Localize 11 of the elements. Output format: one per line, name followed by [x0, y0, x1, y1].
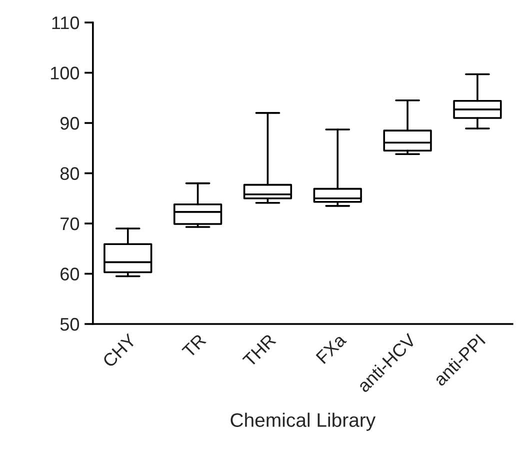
y-tick-label: 50	[60, 318, 80, 331]
y-tick-label: 90	[60, 116, 80, 130]
y-tick-label: 60	[60, 268, 80, 280]
y-tick-label: 80	[60, 167, 80, 180]
y-tick-label: 100	[50, 66, 80, 80]
x-tick-label: FXa	[316, 332, 348, 364]
x-tick-label: TR	[182, 333, 206, 358]
y-tick-label: 70	[60, 217, 80, 230]
y-tick-label: 110	[52, 16, 80, 30]
x-axis-title: Chemical Library	[230, 412, 376, 431]
x-tick-label: THR	[242, 333, 276, 368]
